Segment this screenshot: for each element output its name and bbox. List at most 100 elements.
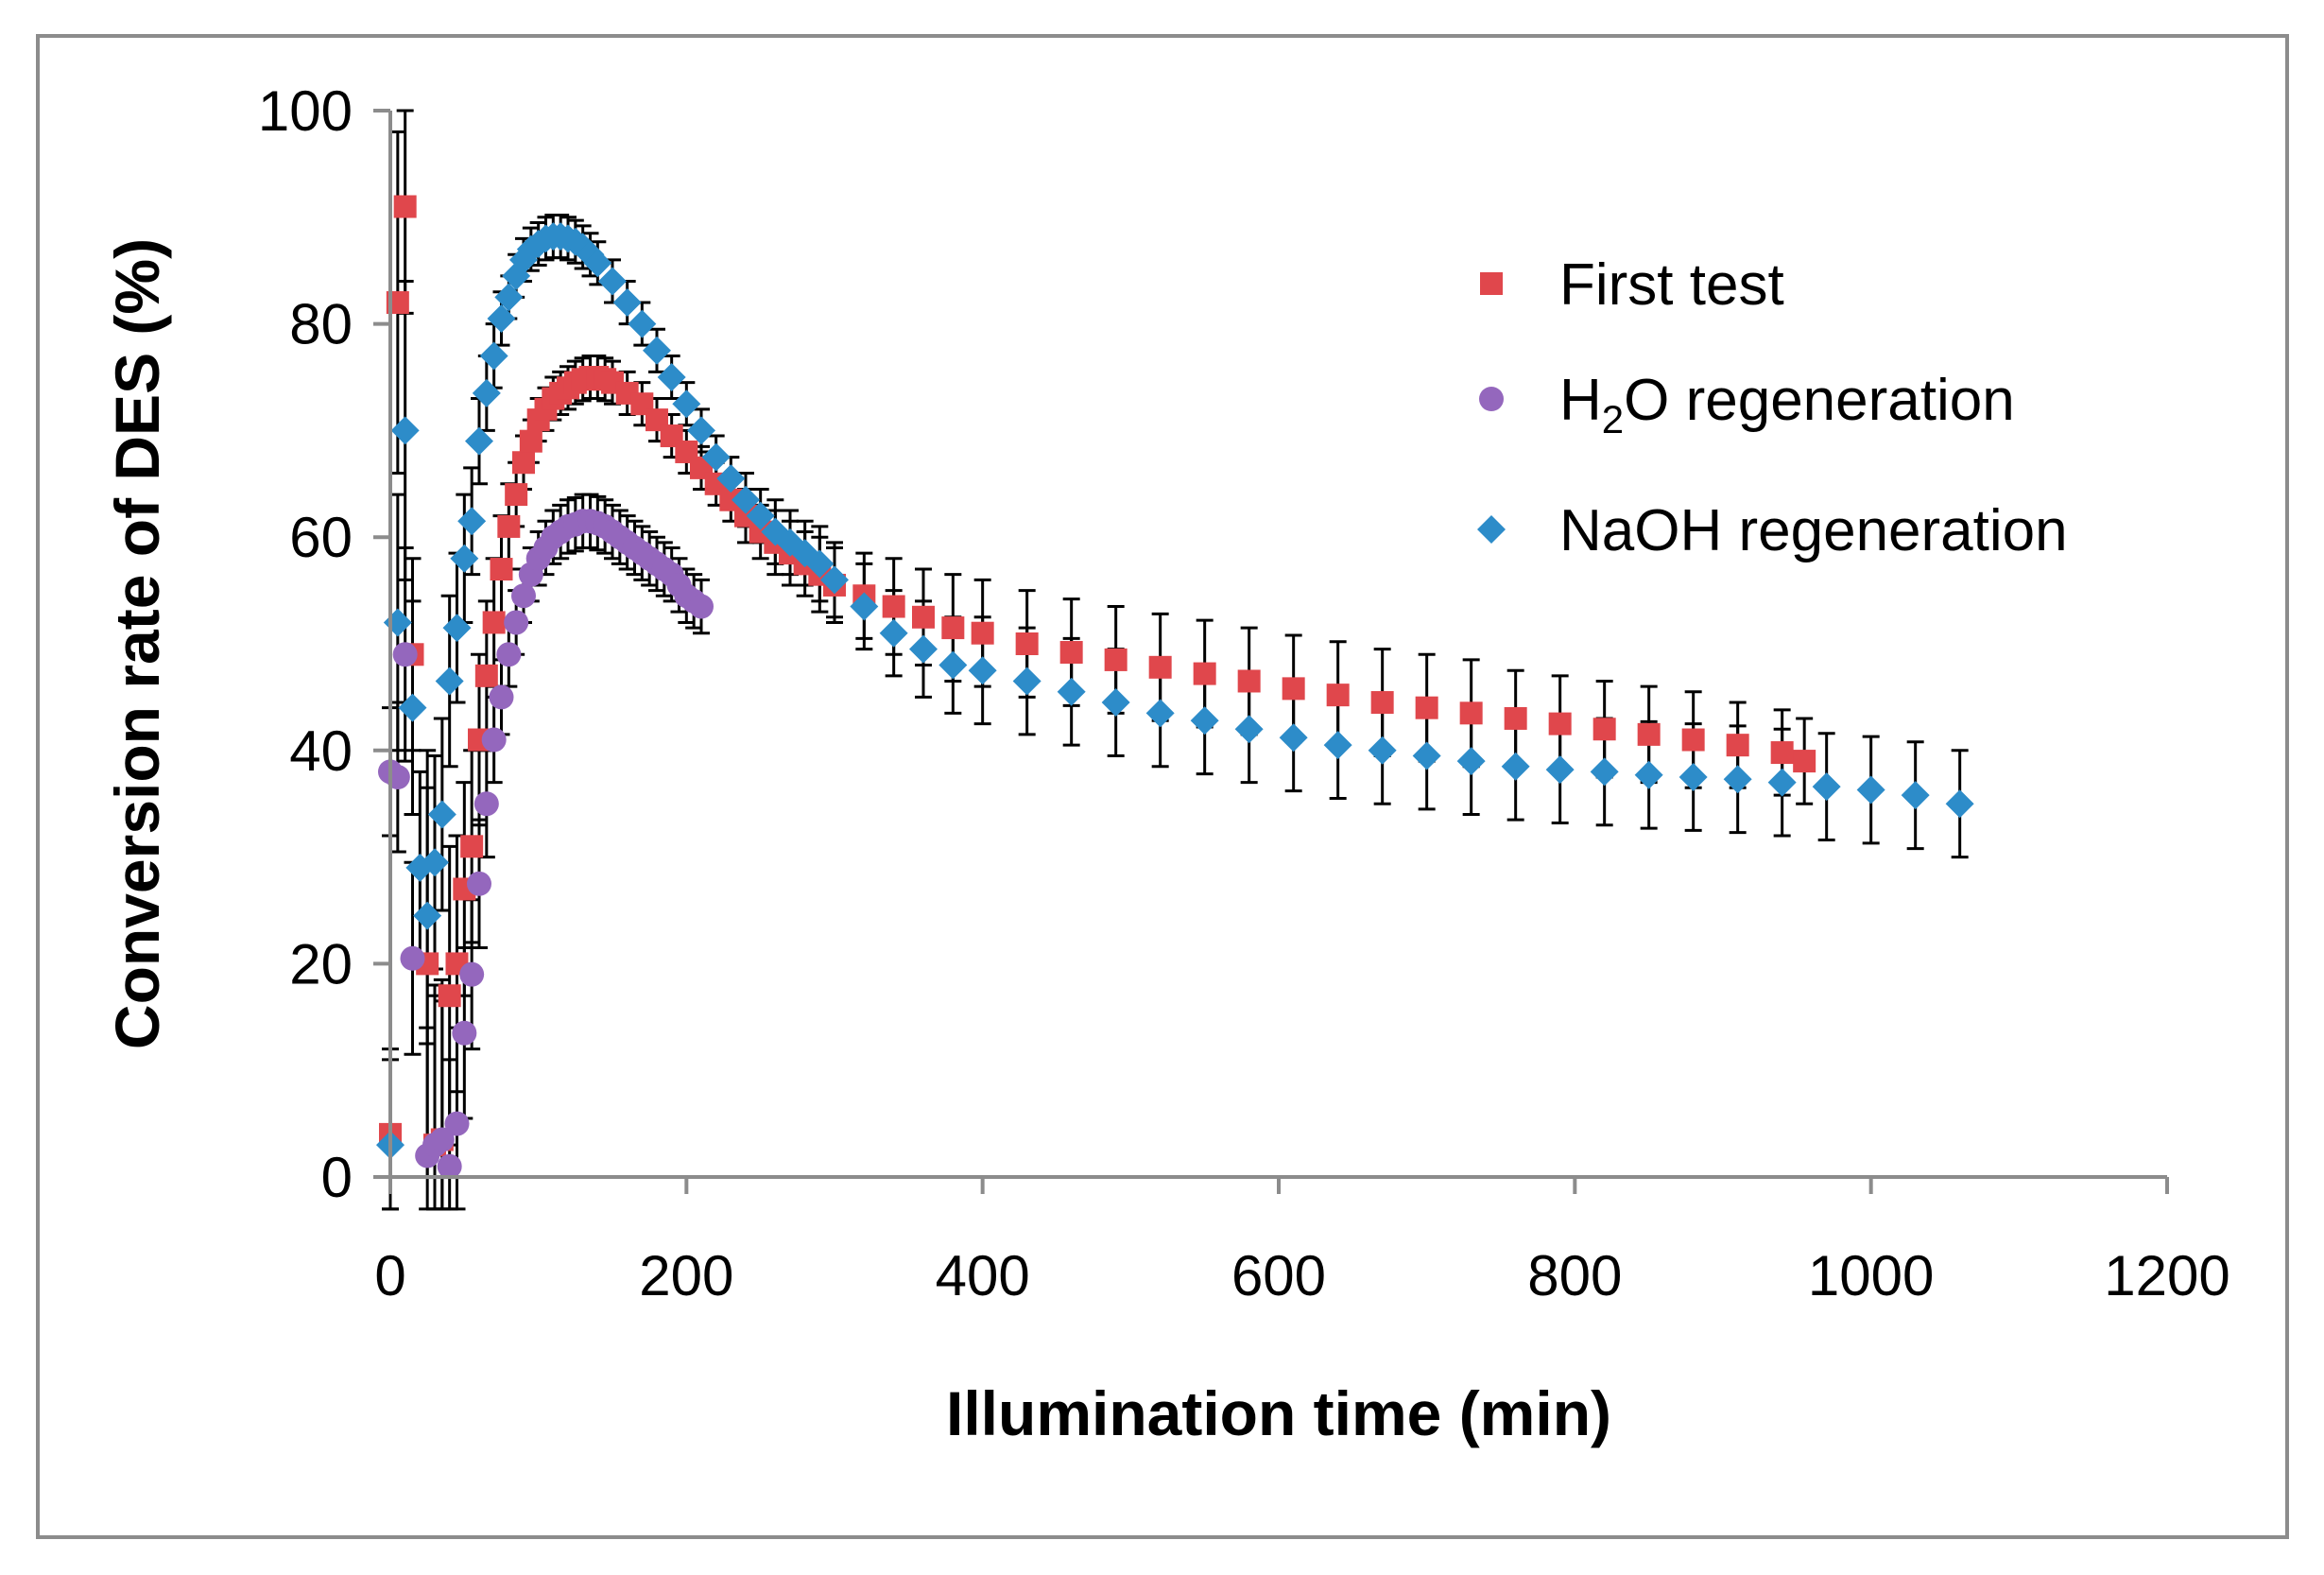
point-naoh-regeneration: [746, 501, 775, 530]
point-h2o-regeneration: [489, 684, 514, 710]
point-naoh-regeneration: [390, 416, 420, 445]
point-h2o-regeneration: [444, 1111, 470, 1136]
point-first-test: [1015, 632, 1039, 655]
point-naoh-regeneration: [938, 650, 968, 680]
point-first-test: [1726, 734, 1749, 757]
point-naoh-regeneration: [583, 249, 612, 278]
point-h2o-regeneration: [496, 642, 522, 667]
point-naoh-regeneration: [450, 544, 479, 573]
point-first-test: [941, 616, 965, 640]
point-naoh-regeneration: [732, 485, 760, 514]
point-naoh-regeneration: [1723, 765, 1752, 794]
point-h2o-regeneration: [452, 1020, 477, 1046]
point-h2o-regeneration: [400, 945, 425, 971]
legend-label-naoh-regeneration: NaOH regeneration: [1559, 498, 2068, 563]
point-naoh-regeneration: [909, 634, 938, 664]
point-h2o-regeneration: [689, 594, 714, 619]
point-first-test: [393, 195, 417, 218]
point-first-test: [1193, 662, 1216, 685]
x-tick-label: 400: [936, 1244, 1030, 1307]
point-naoh-regeneration: [657, 363, 686, 391]
point-first-test: [460, 835, 484, 858]
point-naoh-regeneration: [1101, 688, 1130, 718]
x-tick-label: 0: [374, 1244, 405, 1307]
point-first-test: [1059, 641, 1083, 665]
point-naoh-regeneration: [1856, 775, 1885, 805]
x-tick-label: 200: [639, 1244, 733, 1307]
data-points-layer: [376, 195, 1974, 1179]
point-naoh-regeneration: [479, 341, 508, 371]
legend-label-first-test: First test: [1559, 252, 1784, 318]
legend: First test H2O regeneration NaOH regenerat…: [1477, 252, 2068, 563]
point-first-test: [1637, 722, 1661, 746]
point-naoh-regeneration: [701, 442, 731, 472]
legend-marker-naoh-regeneration: [1477, 515, 1506, 544]
point-first-test: [1459, 701, 1483, 725]
point-h2o-regeneration: [511, 583, 536, 609]
point-first-test: [1237, 669, 1261, 693]
point-naoh-regeneration: [413, 901, 442, 930]
point-naoh-regeneration: [427, 800, 456, 829]
x-tick-label: 1000: [1808, 1244, 1934, 1307]
point-naoh-regeneration: [1678, 763, 1708, 791]
point-naoh-regeneration: [1456, 747, 1486, 776]
point-naoh-regeneration: [672, 389, 701, 419]
point-naoh-regeneration: [487, 303, 516, 333]
legend-item-first-test: First test: [1480, 252, 1784, 318]
point-first-test: [438, 984, 461, 1008]
point-h2o-regeneration: [429, 1127, 455, 1152]
point-first-test: [1592, 718, 1616, 741]
point-first-test: [1548, 712, 1572, 736]
point-naoh-regeneration: [442, 614, 472, 643]
x-tick-label: 1200: [2104, 1244, 2229, 1307]
point-naoh-regeneration: [628, 309, 657, 338]
point-naoh-regeneration: [687, 416, 715, 445]
point-naoh-regeneration: [612, 288, 642, 318]
y-tick-label: 80: [289, 293, 353, 356]
point-first-test: [482, 611, 506, 634]
y-tick-label: 40: [289, 719, 353, 783]
point-h2o-regeneration: [481, 727, 507, 753]
point-naoh-regeneration: [1767, 768, 1797, 797]
x-axis-title: Illumination time (min): [946, 1378, 1611, 1448]
point-first-test: [1504, 706, 1527, 730]
legend-marker-h2o-regeneration: [1479, 387, 1504, 411]
point-first-test: [512, 451, 535, 475]
point-naoh-regeneration: [1190, 706, 1219, 736]
point-naoh-regeneration: [1145, 699, 1175, 728]
point-naoh-regeneration: [1368, 736, 1397, 765]
y-tick-label: 20: [289, 932, 353, 995]
x-tick-label: 800: [1527, 1244, 1622, 1307]
point-naoh-regeneration: [1412, 741, 1441, 770]
point-h2o-regeneration: [504, 610, 529, 635]
x-tick-label: 600: [1231, 1244, 1326, 1307]
legend-label-h2o-regeneration: H2O regeneration: [1559, 368, 2015, 441]
point-naoh-regeneration: [850, 592, 879, 621]
point-naoh-regeneration: [435, 666, 464, 696]
point-naoh-regeneration: [1590, 757, 1619, 787]
point-first-test: [519, 429, 542, 453]
point-h2o-regeneration: [437, 1153, 462, 1179]
point-h2o-regeneration: [473, 791, 499, 817]
point-naoh-regeneration: [643, 336, 671, 365]
point-naoh-regeneration: [1634, 760, 1663, 789]
point-naoh-regeneration: [494, 283, 524, 312]
point-naoh-regeneration: [1901, 781, 1930, 810]
y-tick-label: 0: [321, 1146, 353, 1209]
point-naoh-regeneration: [472, 378, 501, 407]
point-naoh-regeneration: [716, 464, 746, 493]
point-first-test: [1770, 741, 1794, 765]
point-first-test: [971, 621, 994, 645]
point-naoh-regeneration: [968, 656, 997, 685]
point-naoh-regeneration: [805, 549, 835, 579]
point-naoh-regeneration: [1012, 666, 1041, 696]
point-first-test: [497, 514, 521, 538]
point-first-test: [505, 483, 528, 507]
point-h2o-regeneration: [392, 642, 418, 667]
y-tick-label: 100: [258, 79, 353, 143]
y-tick-label: 60: [289, 506, 353, 569]
point-first-test: [912, 605, 935, 629]
